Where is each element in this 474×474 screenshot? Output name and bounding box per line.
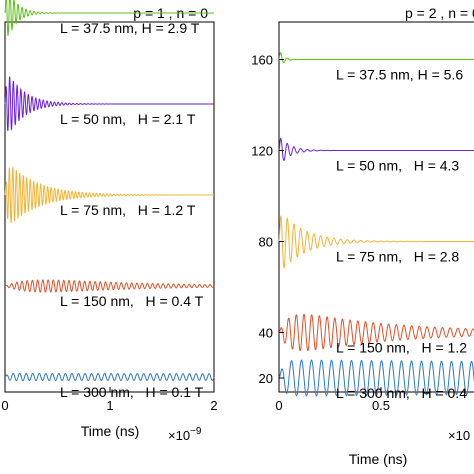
y-tick-label: 40 <box>259 326 273 341</box>
left-series-labels: L = 37.5 nm, H = 2.9 T L = 50 nm, H = 2.1… <box>60 20 204 400</box>
right-y-ticks: 160 120 80 40 20 <box>251 53 284 386</box>
right-panel-title: p = 2 , n = 0 <box>405 5 474 21</box>
right-panel: p = 2 , n = 0 L = 37.5 nm, H = 5.6 L = 50… <box>251 5 474 467</box>
right-x-ticks: 0 0.5 <box>275 387 390 413</box>
right-x-exponent: ×10 <box>448 428 470 443</box>
left-panel: p = 1 , n = 0 L = 37.5 nm, H = 2.9 TL = … <box>1 0 218 443</box>
x-tick-label: 1 <box>106 398 113 413</box>
right-x-exponent-base: ×10 <box>448 428 470 443</box>
y-tick-label: 120 <box>251 144 273 159</box>
series-line-left-4 <box>4 372 215 382</box>
left-x-ticks: 0 1 2 <box>1 387 218 413</box>
series-label-right-0: L = 37.5 nm, H = 5.6 <box>336 67 463 83</box>
x-tick-label: 0 <box>275 398 282 413</box>
y-tick-label: 160 <box>251 53 273 68</box>
right-plot-frame <box>278 21 474 393</box>
left-series-group <box>4 0 215 382</box>
series-line-left-1 <box>4 76 214 132</box>
series-line-left-0 <box>4 0 214 36</box>
right-x-axis-label: Time (ns) <box>349 451 408 467</box>
left-x-exponent-power: −9 <box>190 426 202 437</box>
series-label-right-4: L = 300 nm, H = 0.4 <box>336 385 467 401</box>
series-label-right-3: L = 150 nm, H = 1.2 <box>336 340 467 356</box>
series-label-left-4: L = 300 nm, H = 0.1 T <box>60 384 204 400</box>
left-x-axis-label: Time (ns) <box>81 423 140 439</box>
series-label-left-2: L = 75 nm, H = 1.2 T <box>60 202 196 218</box>
y-tick-label: 80 <box>259 235 273 250</box>
series-label-left-0: L = 37.5 nm, H = 2.9 T <box>60 20 200 36</box>
left-x-exponent-base: ×10 <box>168 428 190 443</box>
left-x-exponent: ×10−9 <box>168 426 202 443</box>
series-line-right-1 <box>278 137 474 162</box>
series-line-left-3 <box>4 279 215 293</box>
right-series-labels: L = 37.5 nm, H = 5.6 L = 50 nm, H = 4.3 L … <box>336 67 467 402</box>
x-tick-label: 0.5 <box>372 398 390 413</box>
series-line-right-4 <box>278 359 474 397</box>
y-tick-label: 20 <box>259 371 273 386</box>
series-label-right-1: L = 50 nm, H = 4.3 <box>336 158 459 174</box>
series-label-left-3: L = 150 nm, H = 0.4 T <box>60 293 204 309</box>
series-line-right-3 <box>278 313 474 352</box>
right-series-group <box>278 52 474 397</box>
series-line-right-0 <box>278 52 474 64</box>
series-label-right-2: L = 75 nm, H = 2.8 <box>336 249 459 265</box>
series-line-right-2 <box>278 215 474 269</box>
x-tick-label: 0 <box>1 398 8 413</box>
series-line-left-2 <box>4 167 215 224</box>
x-tick-label: 2 <box>210 398 217 413</box>
series-label-left-1: L = 50 nm, H = 2.1 T <box>60 111 196 127</box>
